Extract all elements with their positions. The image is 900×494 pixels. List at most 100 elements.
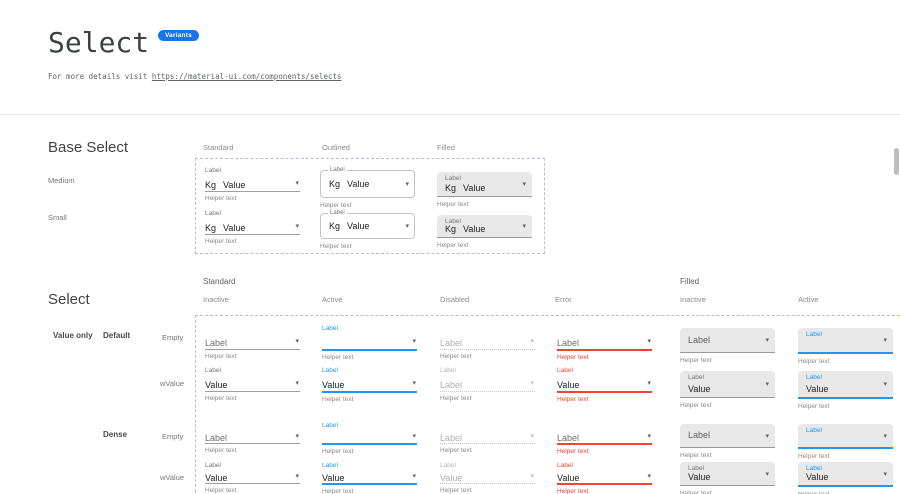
- select-value: Value: [205, 473, 227, 483]
- dropdown-arrow-icon: ▾: [295, 430, 299, 443]
- row-group-dense: Dense: [103, 430, 127, 439]
- select-filled-inactive-empty: Label ▾ Helper text: [680, 328, 775, 364]
- select-control[interactable]: Value ▾: [205, 376, 300, 392]
- select-control: Value ▾: [440, 470, 535, 484]
- select-value: KgValue: [445, 224, 485, 234]
- floating-label: Label: [557, 461, 652, 470]
- select-control[interactable]: Label KgValue ▾: [437, 215, 532, 238]
- select-control[interactable]: Value ▾: [322, 376, 417, 393]
- select-control[interactable]: Label ▾: [680, 328, 775, 353]
- select-control[interactable]: Label ▾: [557, 430, 652, 445]
- select-placeholder: Label: [440, 433, 462, 443]
- select-control[interactable]: Value ▾: [322, 470, 417, 485]
- dropdown-arrow-icon: ▾: [295, 176, 299, 191]
- select-control[interactable]: Label ▾: [205, 430, 300, 444]
- dropdown-arrow-icon: ▾: [647, 470, 651, 483]
- column-header-standard: Standard: [203, 143, 233, 152]
- helper-text: Helper text: [680, 402, 775, 409]
- select-control[interactable]: Label Value ▾: [680, 371, 775, 398]
- select-control[interactable]: Label KgValue ▾: [320, 170, 415, 198]
- dropdown-arrow-icon: ▾: [522, 180, 526, 188]
- header-divider: [0, 114, 900, 115]
- floating-label: Label: [205, 209, 300, 219]
- select-control[interactable]: Label KgValue ▾: [437, 172, 532, 197]
- select-control[interactable]: KgValue ▾: [205, 176, 300, 192]
- select-control[interactable]: ▾: [322, 430, 417, 445]
- dropdown-arrow-icon: ▾: [530, 470, 534, 483]
- dropdown-arrow-icon: ▾: [295, 376, 299, 391]
- helper-text: Helper text: [205, 353, 300, 360]
- select-control[interactable]: Value ▾: [557, 470, 652, 485]
- page-title: Select: [48, 26, 149, 59]
- helper-text: Helper text: [205, 195, 300, 202]
- floating-label: [205, 324, 300, 334]
- dropdown-arrow-icon: ▾: [412, 470, 416, 483]
- select-placeholder: Label: [205, 338, 227, 348]
- subtitle: For more details visit https://material-…: [48, 72, 342, 81]
- dropdown-arrow-icon: ▾: [765, 336, 769, 344]
- dropdown-arrow-icon: ▾: [295, 219, 299, 234]
- select-control[interactable]: Label Value ▾: [798, 371, 893, 399]
- select-value: KgValue: [445, 183, 485, 193]
- floating-label: Label: [205, 166, 300, 176]
- select-standard-active-empty: Label ▾ Helper text: [322, 324, 417, 361]
- row-group-default: Default: [103, 331, 130, 340]
- vertical-scrollbar[interactable]: [894, 148, 899, 175]
- helper-text: Helper text: [798, 358, 893, 365]
- select-control[interactable]: Label ▾: [798, 328, 893, 354]
- floating-label: Label: [328, 167, 347, 173]
- floating-label: [205, 421, 300, 430]
- dropdown-arrow-icon: ▾: [647, 430, 651, 443]
- select-control[interactable]: Label ▾: [557, 334, 652, 351]
- select-control[interactable]: Label KgValue ▾: [320, 213, 415, 239]
- select-control[interactable]: Label Value ▾: [798, 462, 893, 487]
- base-select-filled-small: Label KgValue ▾ Helper text: [437, 215, 532, 249]
- state-header-disabled: Disabled: [440, 295, 469, 304]
- docs-link[interactable]: https://material-ui.com/components/selec…: [152, 72, 342, 81]
- base-select-standard-small: Label KgValue ▾ Helper text: [205, 209, 300, 245]
- select-standard-inactive-empty: Label ▾ Helper text: [205, 324, 300, 360]
- select-standard-disabled-wvalue-dense: Label Value ▾ Helper text: [440, 461, 535, 494]
- select-standard-inactive-wvalue: Label Value ▾ Helper text: [205, 366, 300, 402]
- select-filled-inactive-wvalue-dense: Label Value ▾ Helper text: [680, 462, 775, 494]
- select-control[interactable]: Value ▾: [557, 376, 652, 393]
- dropdown-arrow-icon: ▾: [647, 334, 651, 349]
- select-control[interactable]: ▾: [322, 334, 417, 351]
- floating-label: Label: [445, 175, 461, 182]
- state-header-error: Error: [555, 295, 572, 304]
- subtitle-text: For more details visit: [48, 72, 152, 81]
- floating-label: Label: [205, 461, 300, 470]
- select-placeholder: Label: [688, 328, 710, 352]
- helper-text: Helper text: [320, 243, 415, 250]
- select-control[interactable]: Value ▾: [205, 470, 300, 484]
- state-header-active: Active: [322, 295, 342, 304]
- dropdown-arrow-icon: ▾: [295, 334, 299, 349]
- helper-text: Helper text: [437, 201, 532, 208]
- helper-text: Helper text: [798, 403, 893, 410]
- select-control: Label ▾: [440, 376, 535, 392]
- floating-label: [557, 324, 652, 334]
- select-placeholder: Label: [557, 338, 579, 348]
- select-control[interactable]: Label ▾: [205, 334, 300, 350]
- base-select-standard-medium: Label KgValue ▾ Helper text: [205, 166, 300, 202]
- start-adornment: Kg: [205, 223, 216, 233]
- select-value: Value: [223, 180, 245, 190]
- select-control: Label ▾: [440, 430, 535, 444]
- floating-label: Label: [557, 366, 652, 376]
- dropdown-arrow-icon: ▾: [412, 430, 416, 443]
- select-control[interactable]: KgValue ▾: [205, 219, 300, 235]
- select-control[interactable]: Label ▾: [680, 424, 775, 448]
- helper-text: Helper text: [440, 487, 535, 494]
- select-filled-active-wvalue-dense: Label Value ▾ Helper text: [798, 462, 893, 494]
- start-adornment: Kg: [329, 179, 340, 189]
- row-label-wvalue-default: wValue: [160, 379, 184, 388]
- select-control[interactable]: Label ▾: [798, 424, 893, 449]
- dropdown-arrow-icon: ▾: [530, 430, 534, 443]
- group-header-filled: Filled: [680, 277, 699, 286]
- row-group-value-only: Value only: [53, 331, 93, 340]
- select-control[interactable]: Label Value ▾: [680, 462, 775, 486]
- floating-label: Label: [205, 366, 300, 376]
- helper-text: Helper text: [322, 488, 417, 494]
- select-value: KgValue: [329, 221, 369, 231]
- select-standard-error-empty-dense: Label ▾ Helper text: [557, 421, 652, 455]
